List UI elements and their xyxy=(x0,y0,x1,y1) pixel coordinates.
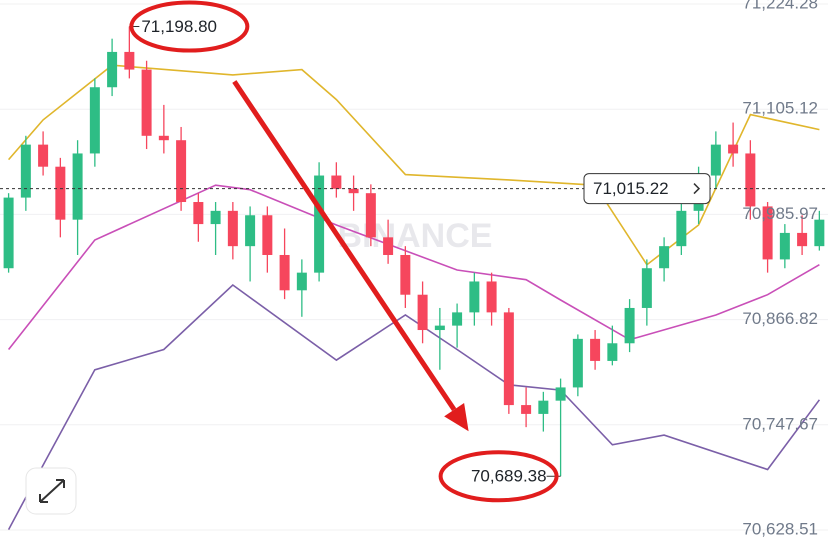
candle-body xyxy=(141,69,152,136)
y-tick-label: 70,628.51 xyxy=(742,519,818,538)
grid xyxy=(0,3,828,531)
candle-body xyxy=(20,144,31,198)
expand-icon xyxy=(39,479,65,503)
candle-body xyxy=(365,193,376,238)
candle-body xyxy=(210,210,221,225)
y-tick-label: 70,866.82 xyxy=(742,309,818,328)
expand-button[interactable] xyxy=(25,467,77,515)
candle-body xyxy=(728,144,739,154)
candle-body xyxy=(227,210,238,247)
candle-body xyxy=(590,338,601,361)
candle-body xyxy=(348,188,359,194)
band-line xyxy=(7,283,821,530)
candle-body xyxy=(641,268,652,308)
candle-body xyxy=(331,175,342,189)
candle-body xyxy=(417,294,428,331)
watermark: BINANCE xyxy=(338,217,493,255)
candle-body xyxy=(296,272,307,291)
candle-body xyxy=(245,215,256,247)
candle-body xyxy=(124,51,135,70)
candle-body xyxy=(193,202,204,225)
candle-body xyxy=(779,232,790,260)
candle-body xyxy=(434,325,445,331)
arrow-shaft xyxy=(232,80,457,412)
candle-body xyxy=(676,210,687,247)
candle-body xyxy=(521,405,532,414)
candle-body xyxy=(538,400,549,414)
candle-body xyxy=(176,140,187,203)
y-tick-label: 71,224.28 xyxy=(742,0,818,12)
annotation-label: 71,198.80 xyxy=(141,17,217,36)
candle-body xyxy=(89,87,100,154)
y-tick-label: 71,105.12 xyxy=(742,99,818,118)
candle-body xyxy=(710,144,721,176)
candle-body xyxy=(158,135,169,141)
candle-body xyxy=(659,246,670,269)
y-tick-label: 70,985.97 xyxy=(742,204,818,223)
candle-body xyxy=(314,175,325,273)
candle-body xyxy=(503,312,514,406)
current-price-label: 71,015.22 xyxy=(593,179,669,198)
plot xyxy=(3,26,825,530)
candle-body xyxy=(814,219,825,247)
candle-body xyxy=(279,254,290,291)
annotation-circle xyxy=(438,450,559,503)
candle-body xyxy=(107,51,118,88)
current-price-tag[interactable] xyxy=(583,173,711,205)
candle-body xyxy=(55,166,66,220)
candle-body xyxy=(400,254,411,295)
candle-body xyxy=(555,387,566,401)
candle-body xyxy=(72,153,83,220)
candle-body xyxy=(607,343,618,361)
candle-body xyxy=(797,232,808,247)
candle-body xyxy=(469,281,480,313)
arrow-head xyxy=(444,402,469,432)
annotation-label: 70,689.38 xyxy=(471,467,547,486)
chevron xyxy=(693,183,701,195)
candle-body xyxy=(3,197,14,269)
y-tick-label: 70,747.67 xyxy=(742,414,818,433)
annotation-circle xyxy=(129,0,250,53)
candle-body xyxy=(762,206,773,260)
candle-body xyxy=(745,153,756,207)
candle-body xyxy=(262,215,273,255)
candle-body xyxy=(486,281,497,313)
candle-body xyxy=(38,144,49,167)
candle-body xyxy=(383,237,394,255)
candle-body xyxy=(452,312,463,326)
candle-body xyxy=(624,307,635,344)
candle-body xyxy=(572,338,583,388)
